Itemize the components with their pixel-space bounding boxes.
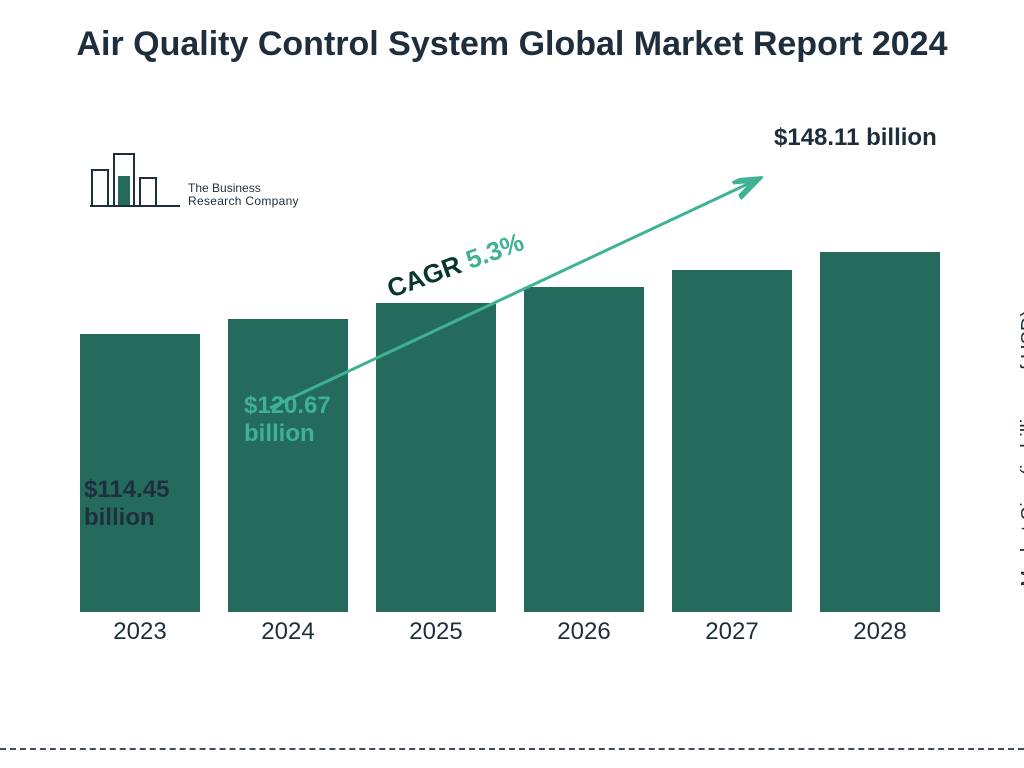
bar-slot: 2024: [228, 319, 348, 646]
chart-title: Air Quality Control System Global Market…: [0, 24, 1024, 65]
bar: [228, 319, 348, 612]
bar-slot: 2026: [524, 287, 644, 646]
x-axis-label: 2023: [113, 618, 166, 646]
chart-container: Air Quality Control System Global Market…: [0, 0, 1024, 768]
bar-slot: 2025: [376, 303, 496, 646]
x-axis-label: 2024: [261, 618, 314, 646]
bar: [524, 287, 644, 612]
bottom-divider: [0, 748, 1024, 750]
value-label: $120.67billion: [244, 392, 331, 447]
bar: [672, 270, 792, 612]
bar-slot: 2027: [672, 270, 792, 646]
bar: [820, 252, 940, 612]
x-axis-label: 2028: [853, 618, 906, 646]
yaxis-label: Market Size (in billions of USD): [1018, 310, 1024, 587]
x-axis-label: 2025: [409, 618, 462, 646]
bar: [376, 303, 496, 612]
x-axis-label: 2026: [557, 618, 610, 646]
value-label: $114.45billion: [84, 476, 169, 531]
x-axis-label: 2027: [705, 618, 758, 646]
bar: [80, 334, 200, 612]
value-label: $148.11 billion: [774, 124, 937, 152]
bar-slot: 2028: [820, 252, 940, 646]
